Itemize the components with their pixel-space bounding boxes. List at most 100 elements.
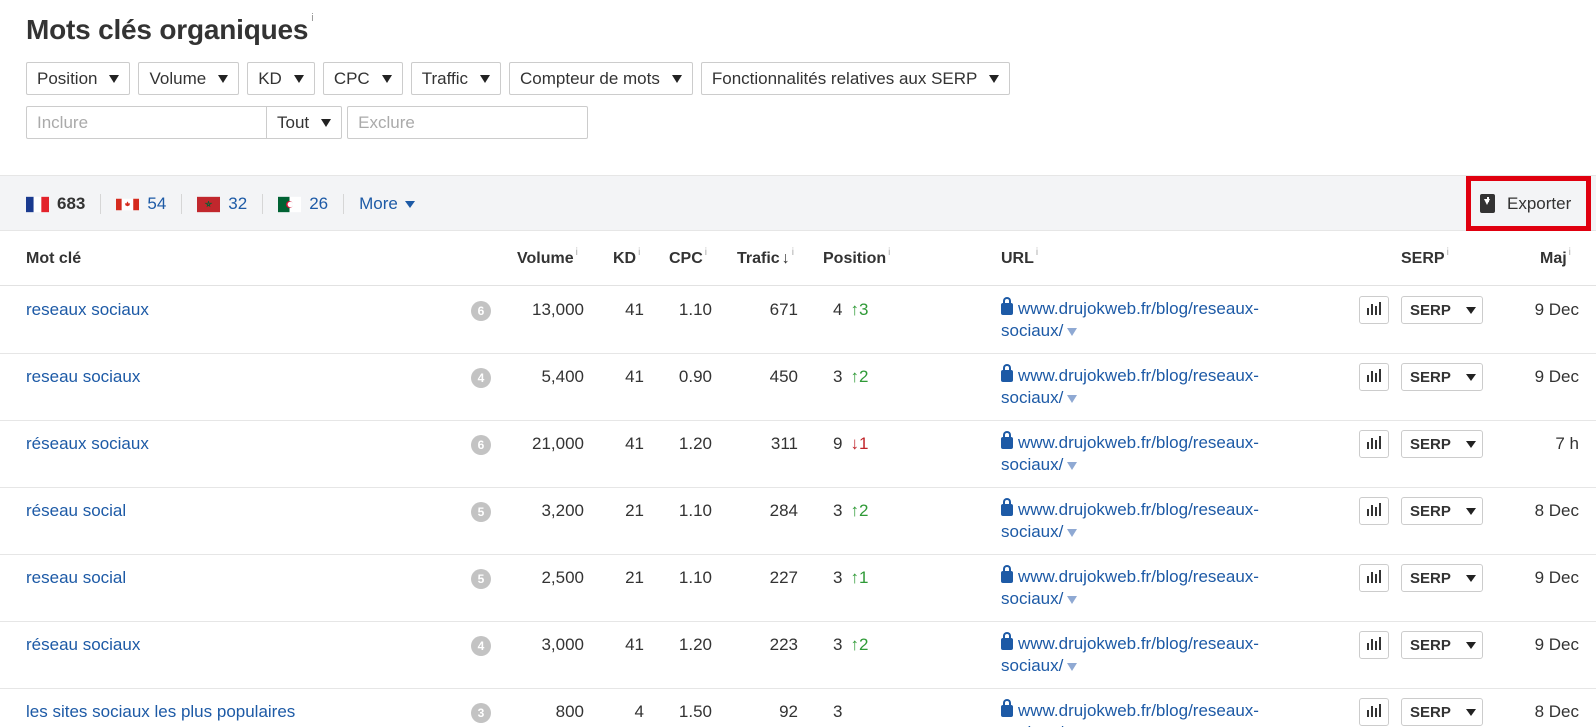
lock-icon [1001,364,1013,382]
filter-cpc[interactable]: CPC [322,62,403,95]
column-kd[interactable]: KD i [613,247,641,267]
cpc-value: 1.10 [678,501,712,520]
column-keyword[interactable]: Mot clé [26,250,82,267]
position-history-chart-button[interactable] [1359,564,1389,592]
country-canada[interactable]: 54 [116,194,166,214]
updated-value: 8 Dec [1534,702,1579,721]
position-value: 9 [833,434,843,453]
caret-down-icon[interactable] [1067,529,1078,537]
keyword-link[interactable]: reseaux sociaux [26,300,149,319]
position-history-chart-button[interactable] [1359,497,1389,525]
info-icon[interactable]: i [1035,247,1039,258]
serp-button[interactable]: SERP [1401,698,1483,726]
filter-position[interactable]: Position [26,62,131,95]
serp-button[interactable]: SERP [1401,430,1483,458]
info-icon[interactable]: i [638,247,641,258]
serp-button[interactable]: SERP [1401,363,1483,391]
info-icon[interactable]: i [791,247,794,258]
column-volume[interactable]: Volume i [517,247,578,267]
country-morocco[interactable]: 32 [197,194,247,214]
info-icon[interactable]: i [888,247,891,258]
kd-value: 21 [625,501,644,520]
caret-down-icon[interactable] [1067,395,1078,403]
caret-down-icon [404,200,415,208]
info-icon[interactable]: i [311,12,314,24]
position-cell: 4 ↑3 [833,300,868,320]
country-bar: 683 54 32 26 More [0,175,1596,231]
column-cpc[interactable]: CPC i [669,247,708,267]
filter-volume[interactable]: Volume [138,62,240,95]
serp-button[interactable]: SERP [1401,296,1483,324]
match-mode-select[interactable]: Tout [267,106,343,139]
column-position[interactable]: Position i [823,247,891,267]
url-link[interactable]: www.drujokweb.fr/blog/reseaux-sociaux/ [1001,297,1259,340]
url-link[interactable]: www.drujokweb.fr/blog/reseaux-sociaux/ [1001,431,1259,474]
divider [343,194,345,214]
country-algeria[interactable]: 26 [278,194,328,214]
position-history-chart-button[interactable] [1359,698,1389,726]
info-icon[interactable]: i [1568,247,1571,258]
lock-icon [1001,632,1013,650]
filter-serp-features[interactable]: Fonctionnalités relatives aux SERP [700,62,1011,95]
column-traffic[interactable]: Trafic ↓ i [737,247,794,267]
lock-icon [1001,297,1013,315]
info-icon[interactable]: i [1446,247,1449,258]
caret-down-icon[interactable] [1067,462,1078,470]
serp-features-count-badge[interactable]: 3 [471,703,491,723]
info-icon[interactable]: i [704,247,708,258]
serp-button[interactable]: SERP [1401,497,1483,525]
position-history-chart-button[interactable] [1359,430,1389,458]
traffic-value: 227 [769,568,798,587]
position-change: ↑1 [850,568,869,587]
export-button[interactable]: Exporter [1480,187,1571,220]
caret-down-icon[interactable] [1067,663,1078,671]
kd-value: 41 [625,635,644,654]
serp-features-count-badge[interactable]: 4 [471,636,491,656]
position-value: 3 [833,501,843,520]
keyword-link[interactable]: les sites sociaux les plus populaires [26,702,296,721]
serp-button[interactable]: SERP [1401,631,1483,659]
serp-button[interactable]: SERP [1401,564,1483,592]
position-history-chart-button[interactable] [1359,296,1389,324]
position-cell: 3 ↑2 [833,501,868,521]
serp-features-count-badge[interactable]: 6 [471,435,491,455]
serp-features-count-badge[interactable]: 5 [471,502,491,522]
url-link[interactable]: www.drujokweb.fr/blog/reseaux-sociaux/ [1001,632,1259,675]
updated-value: 9 Dec [1534,300,1579,319]
column-updated[interactable]: Maj i [1540,247,1571,267]
serp-features-count-badge[interactable]: 6 [471,301,491,321]
more-countries-button[interactable]: More [359,194,415,214]
caret-down-icon[interactable] [1067,328,1078,336]
filter-bar: Position Volume KD CPC Traffic Compteur … [26,62,1011,95]
url-link[interactable]: www.drujokweb.fr/blog/reseaux-sociaux/ [1001,565,1259,608]
position-history-chart-button[interactable] [1359,631,1389,659]
info-icon[interactable]: i [575,247,578,258]
column-url[interactable]: URL i [1001,247,1039,267]
cpc-value: 1.20 [678,434,712,453]
filter-traffic[interactable]: Traffic [410,62,502,95]
keyword-link[interactable]: reseau sociaux [26,367,141,386]
column-serp[interactable]: SERP i [1401,247,1449,267]
url-link[interactable]: www.drujokweb.fr/blog/reseaux-sociaux/ [1001,364,1259,407]
country-france[interactable]: 683 [26,194,85,214]
exclude-input[interactable] [347,106,589,139]
volume-value: 13,000 [532,300,584,319]
serp-features-count-badge[interactable]: 5 [471,569,491,589]
position-change: ↑2 [850,635,869,654]
updated-value: 7 h [1555,434,1579,453]
serp-features-count-badge[interactable]: 4 [471,368,491,388]
url-link[interactable]: www.drujokweb.fr/blog/reseaux-sociaux/ [1001,498,1259,541]
caret-down-icon [1465,641,1476,649]
position-history-chart-button[interactable] [1359,363,1389,391]
caret-down-icon[interactable] [1067,596,1078,604]
include-input[interactable] [26,106,267,139]
keyword-link[interactable]: réseau social [26,501,127,520]
filter-word-count[interactable]: Compteur de mots [509,62,693,95]
keyword-link[interactable]: reseau social [26,568,127,587]
page-title: Mots clés organiques i [26,12,314,45]
position-cell: 3 [833,702,842,722]
filter-kd[interactable]: KD [247,62,315,95]
keyword-link[interactable]: réseaux sociaux [26,434,149,453]
url-link[interactable]: www.drujokweb.fr/blog/reseaux-sociaux/ [1001,699,1259,727]
keyword-link[interactable]: réseau sociaux [26,635,141,654]
